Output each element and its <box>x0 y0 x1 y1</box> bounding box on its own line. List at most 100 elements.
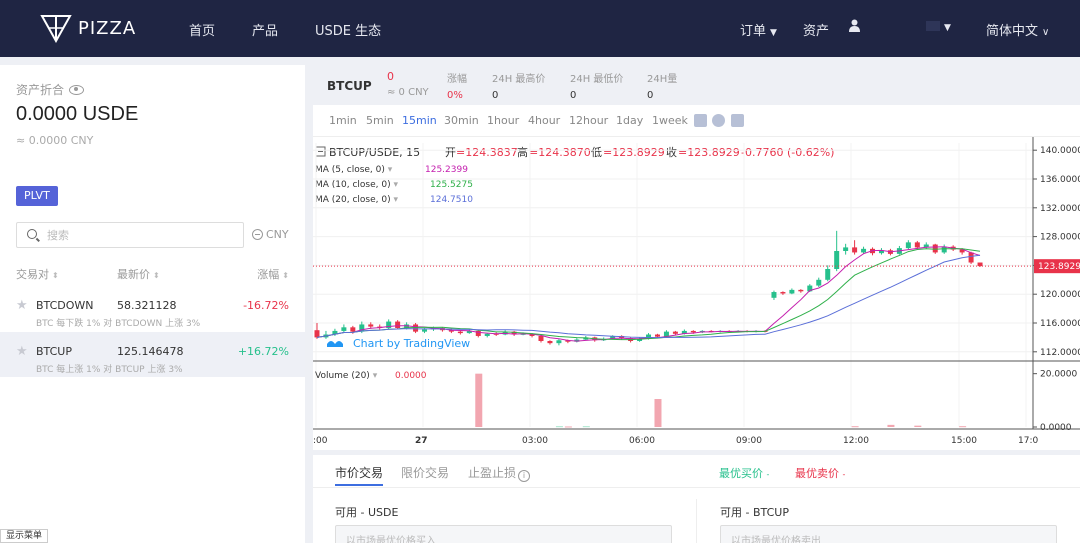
nav-usde-ecosystem[interactable]: USDE 生态 <box>315 24 382 39</box>
ma20-line <box>316 254 981 339</box>
sell-amount-input[interactable]: 以市场最优价格卖出 <box>720 525 1057 543</box>
nav-home[interactable]: 首页 <box>189 24 216 39</box>
asset-label-text: 资产折合 <box>16 83 65 97</box>
ma5-name: MA (5, close, 0) <box>315 165 385 175</box>
candle-body <box>977 262 983 267</box>
interval-30min[interactable]: 30min <box>444 114 479 127</box>
candle-body <box>583 337 589 340</box>
candle-body <box>789 289 795 294</box>
indicator-icon[interactable] <box>694 114 707 127</box>
ticker-volume-value: 0 <box>647 90 654 101</box>
candle-body <box>941 246 947 253</box>
pair-name: BTCUP <box>36 345 72 358</box>
header-price[interactable]: 最新价 ⬍ <box>117 266 160 282</box>
tab-market-order[interactable]: 市价交易 <box>335 466 384 480</box>
available-usde: 可用 - USDE <box>335 506 399 519</box>
market-row-btcup[interactable]: ★ BTCUP 125.146478 +16.72% BTC 每上涨 1% 对 … <box>0 332 305 377</box>
exchange-icon <box>252 229 263 240</box>
tradingview-cloud-icon <box>327 341 343 347</box>
volume-bar <box>555 426 563 428</box>
pair-change: -16.72% <box>243 299 289 312</box>
notification-menu[interactable]: ▼ <box>926 19 951 34</box>
header-pair[interactable]: 交易对 ⬍ <box>16 266 59 282</box>
price-chart[interactable]: BTCUP/USDE, 15 开 =124.3837 高 =124.3870 低… <box>313 137 1080 450</box>
settings-icon[interactable] <box>712 114 725 127</box>
star-icon[interactable]: ★ <box>16 344 28 359</box>
interval-1week[interactable]: 1week <box>652 114 688 127</box>
candle-body <box>547 341 553 344</box>
ticker-change-label: 涨幅 <box>447 74 467 85</box>
interval-15min[interactable]: 15min <box>402 114 437 127</box>
search-box[interactable] <box>16 222 244 248</box>
y-tick-label: 120.0000 <box>1040 290 1080 300</box>
best-buy-price[interactable]: 最优买价 - <box>719 465 769 481</box>
nav-products[interactable]: 产品 <box>252 24 279 39</box>
interval-1min[interactable]: 1min <box>329 114 357 127</box>
star-icon[interactable]: ★ <box>16 298 28 313</box>
candle-body <box>780 292 786 294</box>
ma20-value: 124.7510 <box>430 195 473 205</box>
interval-1day[interactable]: 1day <box>616 114 644 127</box>
tab-limit-order[interactable]: 限价交易 <box>401 466 450 480</box>
buy-amount-input[interactable]: 以市场最优价格买入 <box>335 525 672 543</box>
candle-body <box>520 333 526 335</box>
tab-stop-order[interactable]: 止盈止损 i <box>468 464 531 482</box>
x-tick-label: 12:00 <box>843 436 869 446</box>
volume-bar <box>914 425 922 427</box>
fullscreen-icon[interactable] <box>731 114 744 127</box>
candle-body <box>457 331 463 334</box>
asset-value: 0.0000 USDE <box>16 103 139 125</box>
candle-body <box>422 329 428 332</box>
pizza-logo-icon <box>40 15 72 43</box>
ma20-label: MA (20, close, 0) ▾ <box>315 195 398 205</box>
candle-body <box>386 321 392 329</box>
candle-body <box>538 335 544 341</box>
plvt-tag[interactable]: PLVT <box>16 186 58 206</box>
volume-bar <box>887 424 895 427</box>
market-row-btcdown[interactable]: ★ BTCDOWN 58.321128 -16.72% BTC 每下跌 1% 对… <box>0 286 305 331</box>
y-tick-label: 128.0000 <box>1040 233 1080 243</box>
search-input[interactable] <box>47 226 237 244</box>
chart-legend: BTCUP/USDE, 15 开 =124.3837 高 =124.3870 低… <box>315 145 834 205</box>
watermark-text: Chart by TradingView <box>353 337 470 350</box>
header-change[interactable]: 涨幅 ⬍ <box>257 266 289 282</box>
x-tick-label: 06:00 <box>629 436 655 446</box>
user-icon[interactable] <box>849 19 860 36</box>
caret-down-icon: ▼ <box>944 23 951 33</box>
ohlc-open: =124.3837 <box>456 146 518 159</box>
ticker-price: 0 ≈ 0 CNY <box>387 70 429 98</box>
eye-icon[interactable] <box>69 84 85 95</box>
orders-menu[interactable]: 订单 ▼ <box>740 20 777 39</box>
currency-toggle[interactable]: CNY <box>252 228 289 241</box>
ohlc-low: =123.8929 <box>603 146 665 159</box>
interval-1hour[interactable]: 1hour <box>487 114 520 127</box>
pair-desc: BTC 每下跌 1% 对 BTCDOWN 上涨 3% <box>36 319 201 329</box>
candle-body <box>350 327 356 332</box>
pair-name: BTCDOWN <box>36 299 94 312</box>
volume-bar <box>959 426 967 428</box>
ticker-symbol: BTCUP <box>327 79 372 93</box>
brand-logo[interactable]: PIZZA <box>40 13 136 43</box>
nav-assets[interactable]: 资产 <box>803 24 830 39</box>
candle-body <box>825 269 831 280</box>
interval-4hour[interactable]: 4hour <box>528 114 561 127</box>
ohlc-high-value: 124.3870 <box>538 146 591 159</box>
sort-icon: ⬍ <box>282 271 289 280</box>
interval-12hour[interactable]: 12hour <box>569 114 609 127</box>
ma10-name: MA (10, close, 0) <box>315 180 391 190</box>
candle-body <box>914 242 920 248</box>
chart-panel: 1min 5min 15min 30min 1hour 4hour 12hour… <box>313 105 1080 450</box>
asset-label: 资产折合 <box>16 81 85 98</box>
language-selector[interactable]: 简体中文 ∨ <box>986 20 1049 39</box>
volume-bar <box>654 399 662 427</box>
volume-legend: Volume (20) ▾ 0.0000 <box>315 371 427 381</box>
x-tick-label: :00 <box>313 436 328 446</box>
info-icon[interactable]: i <box>518 470 531 482</box>
interval-5min[interactable]: 5min <box>366 114 394 127</box>
candle-body <box>395 321 401 329</box>
volume-bar <box>475 373 483 427</box>
ticker-bar: BTCUP 0 ≈ 0 CNY 涨幅 0% 24H 最高价 0 24H 最低价 … <box>313 65 1080 105</box>
tradingview-watermark[interactable]: Chart by TradingView <box>327 337 470 350</box>
show-menu-button[interactable]: 显示菜单 <box>0 529 49 543</box>
best-sell-price[interactable]: 最优卖价 - <box>795 465 845 481</box>
